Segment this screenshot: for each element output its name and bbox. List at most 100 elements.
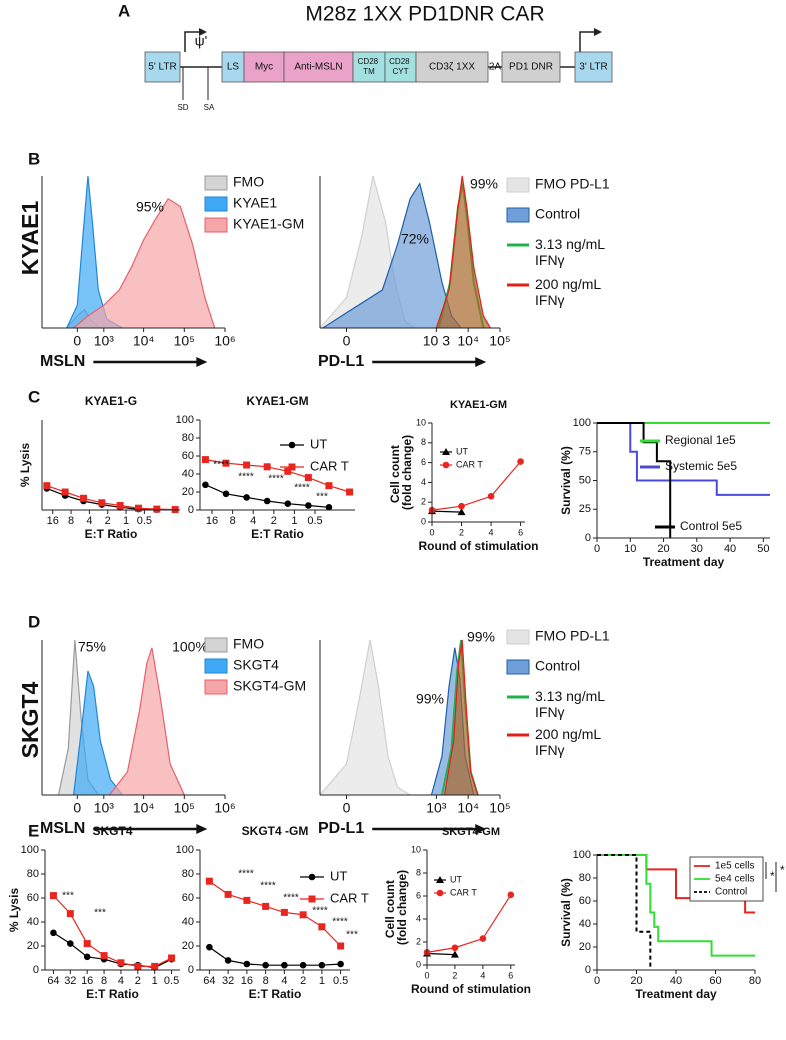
legend-marker [288,463,296,471]
x-tick-label: 10³ [94,800,115,816]
area-fill [58,640,99,795]
x-axis-label: PD-L1 [318,353,364,370]
x-tick-label: 0 [594,543,600,555]
y-tick-label: 10 [411,844,421,854]
marker [304,474,312,482]
legend-swatch [204,196,228,212]
marker [151,962,159,970]
annotation: 95% [136,199,164,215]
x-tick-label: 2 [135,975,141,987]
x-tick-label: 6 [508,970,513,980]
x-tick-label: 0.5 [333,975,348,987]
legend-label: 5e4 cells [715,874,754,885]
panel-label: E [28,821,39,840]
x-tick-label: 2 [271,515,277,527]
y-tick-label: 4 [421,477,426,487]
survival-curve [597,854,652,970]
construct-element [574,51,613,83]
marker [83,953,91,961]
annotation: 75% [78,639,106,655]
axis-arrow [196,357,208,367]
marker [202,481,209,489]
x-tick-label: 0.5 [307,515,322,527]
annotation: *** [94,908,106,919]
x-tick-label: 2 [105,515,111,527]
marker [66,910,74,918]
construct-label: PD1 DNR [509,62,553,73]
y-tick-label: 60 [579,895,591,907]
x-tick-label: 10⁶ [214,333,235,349]
y-tick-label: 40 [27,916,39,928]
y-tick-label: 20 [182,486,194,498]
marker [83,940,91,948]
marker [224,890,232,898]
legend-label: CAR T [450,887,477,897]
y-tick-label: 0 [188,504,194,516]
x-tick-label: 4 [86,515,92,527]
chart-title: KYAE1-GM [450,399,507,411]
series-line [431,461,522,511]
legend-label: SKGT4 [233,657,279,673]
x-axis-label: Round of stimulation [411,982,531,996]
promoter-arrow [594,28,602,36]
annotation: *** [62,891,74,902]
x-tick-label: 64 [203,975,215,987]
y-tick-label: 2 [421,497,426,507]
construct-label: CD28 CYT [389,57,412,76]
construct-element [243,51,285,83]
y-tick-label: 80 [182,868,194,880]
significance-label: * [780,863,785,877]
x-axis-label: Round of stimulation [419,539,539,553]
marker [201,456,209,464]
x-tick-label: 16 [206,515,218,527]
marker [517,458,524,465]
y-tick-label: 100 [176,844,194,856]
legend-label: FMO PD-L1 [535,628,610,644]
series-line [52,895,172,967]
legend-label: 200 ng/mL IFNγ [535,726,605,758]
x-tick-label: 20 [630,975,642,987]
x-axis-label: PD-L1 [318,820,364,837]
y-tick-label: 0 [585,964,591,976]
legend-label: FMO PD-L1 [535,176,610,192]
y-tick-label: 0 [585,532,591,544]
marker [98,499,106,507]
marker [134,504,142,512]
x-axis-label: Treatment day [643,555,725,569]
legend-label: UT [330,868,347,883]
panel-label: D [28,612,40,631]
x-tick-label: 8 [101,975,107,987]
y-tick-label: 100 [176,414,194,426]
annotation: *** [316,492,328,503]
legend-label: FMO [233,174,264,190]
row-label: SKGT4 [17,681,43,758]
y-tick-label: 75 [579,446,591,458]
y-tick-label: 8 [421,437,426,447]
marker [318,923,326,931]
y-tick-label: 6 [421,457,426,467]
marker [325,482,333,490]
x-tick-label: 8 [68,515,74,527]
legend-label: Systemic 5e5 [665,459,737,473]
marker [337,942,345,950]
x-axis-label: MSLN [40,353,85,370]
marker [205,877,213,885]
marker [262,902,270,910]
x-tick-label: 40 [724,543,736,555]
marker [49,892,57,900]
legend-label: CAR T [310,458,349,473]
marker [450,950,459,958]
y-tick-label: 60 [182,892,194,904]
promoter-arrow [199,28,207,36]
y-axis-label: Survival (%) [559,878,573,947]
chart-title: SKGT4 -GM [242,824,309,838]
annotation: **** [332,917,348,928]
legend-label: FMO [233,636,264,652]
y-tick-label: 20 [182,940,194,952]
legend-swatch [204,175,228,191]
axis-arrow [475,824,487,834]
x-tick-label: 6 [518,527,523,537]
series-line [426,894,512,953]
significance-label: * [770,869,775,883]
legend-label: CAR T [456,459,483,469]
